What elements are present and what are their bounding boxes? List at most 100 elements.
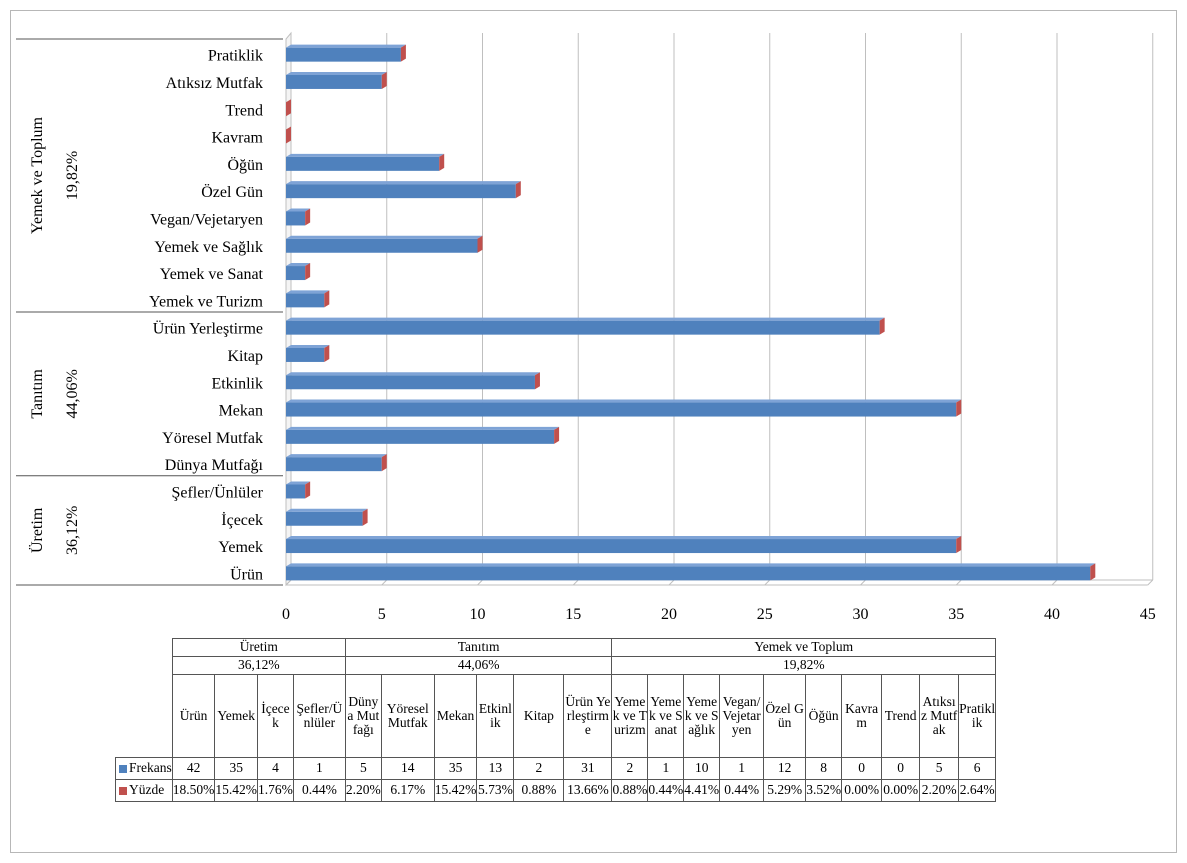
category-label: Dünya Mutfağı [165,457,264,474]
bar-top [286,372,540,376]
bar-end [1090,563,1096,581]
gridline-floor [1147,579,1154,586]
table-cell: 1 [647,757,685,780]
category-header: Etkinlik [476,674,515,758]
gridline-floor [285,579,292,586]
bar-top [286,71,387,75]
bar-end [879,317,885,335]
gridline-floor [572,579,579,586]
table-row: Üretim Tanıtım Yemek ve Toplum [116,638,997,657]
category-label: Vegan/Vejetaryen [150,211,263,228]
table-cell: 42 [171,757,216,780]
category-label: Ürün [230,565,263,583]
category-label: Kitap [227,348,263,365]
category-label: Etkinlik [211,375,263,392]
category-header: İçecek [257,674,294,758]
table-cell: 5.29% [763,779,807,802]
table-corner [116,657,173,675]
table-cell: 0.44% [719,779,765,802]
group-header: Üretim [171,638,346,657]
bar [286,566,1091,581]
x-tick-label: 30 [853,606,869,623]
table-cell: 8 [805,757,843,780]
bar [286,457,382,472]
series-name: Frekans [129,760,172,776]
table-row: Frekans 42 35 4 1 5 14 35 13 2 31 2 1 10 1 12 8 0 0 5 6 [115,757,997,780]
table-corner [116,675,173,758]
bar-end [305,208,311,226]
table-cell: 6 [958,757,997,780]
bar-top [286,263,311,267]
bar-end [305,263,311,281]
bar-top [286,290,330,294]
category-header: Ürün [171,674,216,758]
category-label: İçecek [221,511,263,529]
bar-top [286,481,311,485]
table-cell: 1.76% [257,779,294,802]
table-cell: 2.20% [919,779,960,802]
category-label: Atıksız Mutfak [166,75,263,92]
table-cell: 12 [763,757,807,780]
legend-swatch [119,765,127,774]
category-label: Öğün [227,156,263,174]
x-tick-label: 15 [565,606,581,623]
category-label: Yemek ve Sağlık [154,239,263,256]
x-tick-label: 10 [470,606,486,623]
table-cell: 1 [292,757,346,780]
table-cell: 35 [433,757,478,780]
bar-end [286,126,291,144]
bar-top [286,208,311,212]
bar [286,375,535,390]
table-cell: 10 [683,757,721,780]
category-header: Şefler/Ünlüler [292,674,346,758]
category-label: Pratiklik [208,48,263,65]
bar-end [381,454,387,472]
chart-frame [10,10,1177,853]
table-cell: 14 [380,757,435,780]
bar [286,74,382,89]
bar-top [286,344,330,348]
gridline-floor [668,579,675,586]
bar [286,402,957,417]
table-cell: 5 [344,757,382,780]
table-cell: 0.00% [841,779,883,802]
bar [286,320,880,335]
bar-end [362,508,368,526]
table-cell: 18.50% [171,779,216,802]
table-cell: 3.52% [805,779,843,802]
bar-top [286,508,368,512]
table-cell: 2.20% [344,779,382,802]
gridline-floor [1051,579,1058,586]
x-tick-label: 5 [378,606,386,623]
table-cell: 0.44% [292,779,346,802]
legend-swatch [119,787,127,796]
bar [286,266,306,281]
bar [286,484,306,499]
category-header: Vegan/Vejetaryen [719,674,765,758]
bar-top [286,317,885,321]
category-label: Özel Gün [201,183,263,201]
group-header: Tanıtım [344,638,613,657]
legend-key: Yüzde [115,779,173,802]
group-percent: 44,06% [64,369,81,418]
table-cell: 13.66% [563,779,613,802]
category-header: Trend [881,674,921,758]
group-percent-header: 36,12% [171,656,346,675]
table-cell: 5 [919,757,960,780]
bar-top [286,454,387,458]
group-header: Yemek ve Toplum [611,638,997,657]
category-label: Yemek ve Turizm [149,293,264,310]
table-cell: 15.42% [433,779,478,802]
group-percent-header: 19,82% [611,656,997,675]
x-tick-label: 40 [1044,606,1060,623]
table-row: Ürün Yemek İçecek Şefler/Ünlüler Dünya Mutfa… [116,674,997,758]
table-cell: 4 [257,757,294,780]
table-cell: 0 [841,757,883,780]
bar-end [534,372,540,390]
bar-end [956,399,962,417]
category-header: Yemek [214,674,258,758]
x-tick-label: 45 [1140,606,1156,623]
plot-side-wall [285,31,292,587]
table-cell: 0.00% [881,779,921,802]
category-header: Kitap [513,674,565,758]
